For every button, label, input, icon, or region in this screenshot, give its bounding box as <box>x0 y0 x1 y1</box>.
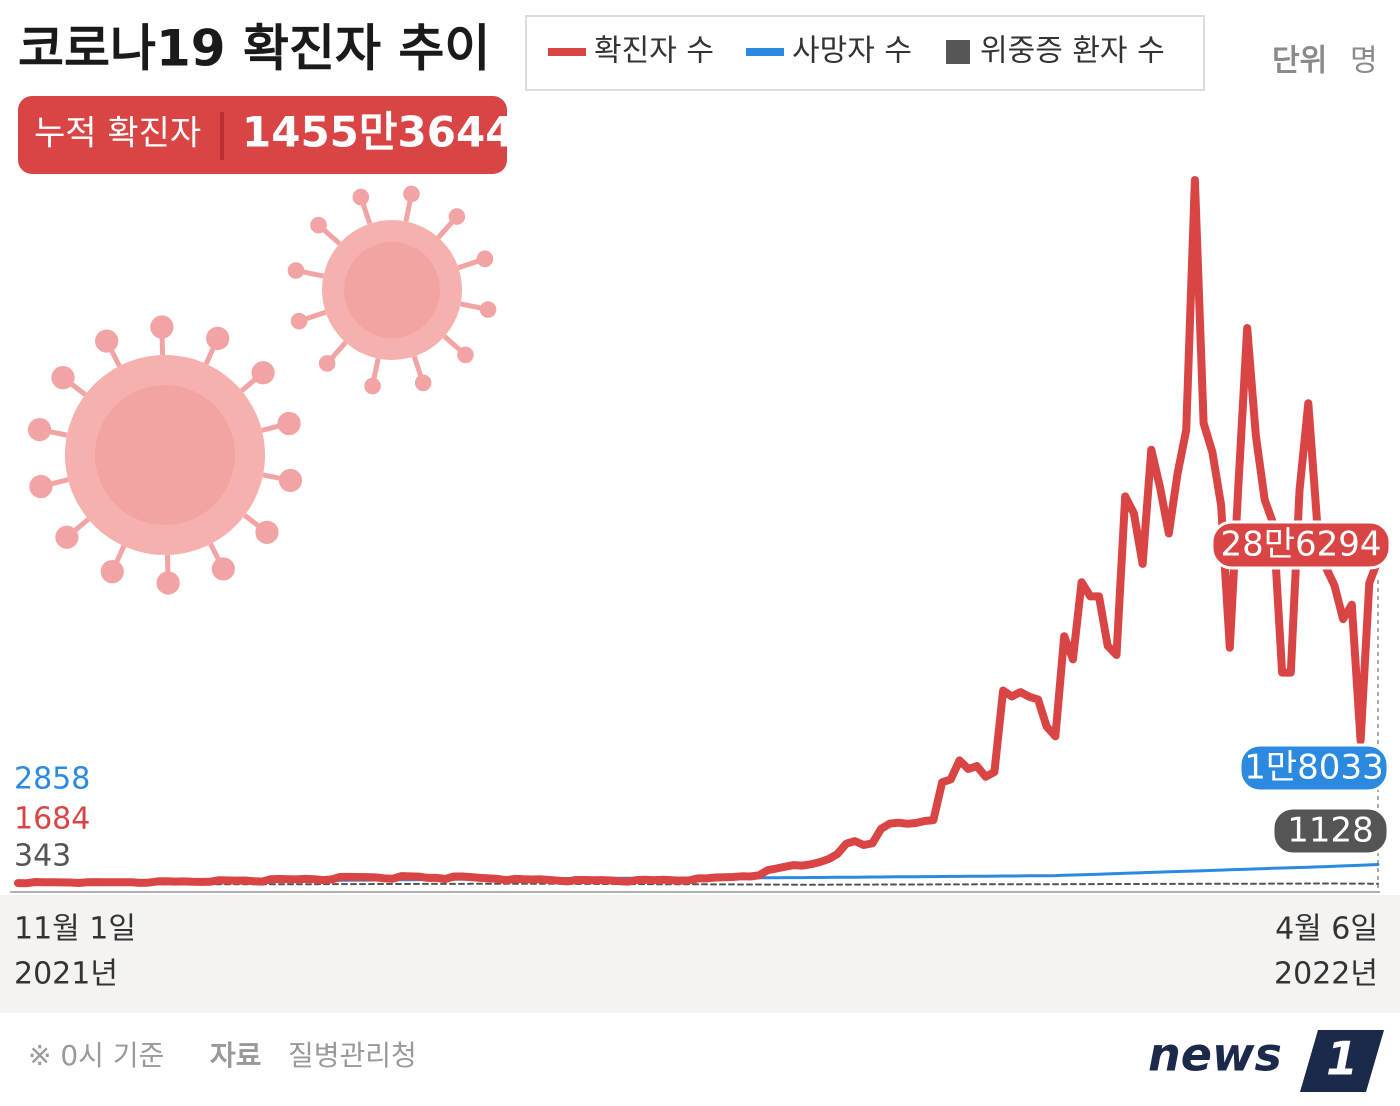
total-box <box>18 96 507 174</box>
source-label: 자료 <box>210 1039 262 1072</box>
virus-tip <box>156 571 180 595</box>
virus-tip <box>448 208 466 225</box>
total-value: 1455만3644 <box>242 108 514 157</box>
legend-swatch <box>548 48 586 56</box>
virus-tip <box>287 262 305 279</box>
virus-tip <box>27 417 52 442</box>
virus-tip <box>150 315 174 339</box>
legend-label: 사망자 수 <box>792 34 912 69</box>
x-tick-label: 11월 1일 <box>14 912 136 947</box>
footer-note: ※ 0시 기준 <box>28 1039 164 1072</box>
logo-badge <box>1300 1030 1384 1092</box>
virus-tip <box>206 326 230 350</box>
unit: 명 <box>1350 44 1378 79</box>
axis-band <box>0 895 1400 1013</box>
start-label: 2858 <box>14 762 90 797</box>
series-line <box>14 176 1382 888</box>
end-label-box <box>1271 806 1390 856</box>
unit-label: 단위 <box>1272 44 1327 79</box>
virus-tip <box>55 525 79 549</box>
virus-tip <box>479 301 497 318</box>
legend-label: 위중증 환자 수 <box>980 34 1165 69</box>
x-year-label: 2021년 <box>14 957 118 992</box>
chart-title: 코로나19 확진자 추이 <box>18 20 490 78</box>
virus-tip <box>29 474 53 499</box>
virus-tip <box>403 185 420 203</box>
x-tick-label: 4월 6일 <box>1275 912 1378 947</box>
end-label: 1128 <box>1287 811 1374 851</box>
logo-text: news <box>1148 1028 1282 1082</box>
legend-swatch <box>946 40 970 64</box>
start-label: 343 <box>14 839 71 874</box>
virus-tip <box>95 329 119 353</box>
virus-decoration <box>27 185 497 595</box>
source: 질병관리청 <box>288 1039 417 1072</box>
virus-tip <box>211 557 235 581</box>
virus-tip <box>318 355 336 372</box>
legend-box <box>525 15 1205 91</box>
virus-tip <box>255 520 279 544</box>
virus-tip <box>51 366 75 390</box>
virus-tip <box>364 377 381 395</box>
legend-swatch <box>746 48 784 56</box>
virus-tip <box>352 188 370 206</box>
virus-tip <box>277 411 301 436</box>
virus-tip <box>476 250 494 268</box>
virus-tip <box>278 468 303 493</box>
x-year-label: 2022년 <box>1274 957 1378 992</box>
virus-tip <box>310 216 327 234</box>
virus-tip <box>100 560 124 584</box>
total-label: 누적 확진자 <box>34 114 201 154</box>
legend-label: 확진자 수 <box>594 34 714 69</box>
end-label-box <box>1210 520 1392 570</box>
virus-tip <box>251 361 275 385</box>
virus-tip <box>290 312 308 330</box>
start-label: 1684 <box>14 802 90 837</box>
end-label: 1만8033 <box>1244 748 1383 788</box>
virus-tip <box>414 374 432 392</box>
end-label: 28만6294 <box>1220 525 1381 565</box>
logo-number: 1 <box>1326 1032 1358 1086</box>
end-label-box <box>1238 743 1390 793</box>
virus-tip <box>457 346 474 364</box>
